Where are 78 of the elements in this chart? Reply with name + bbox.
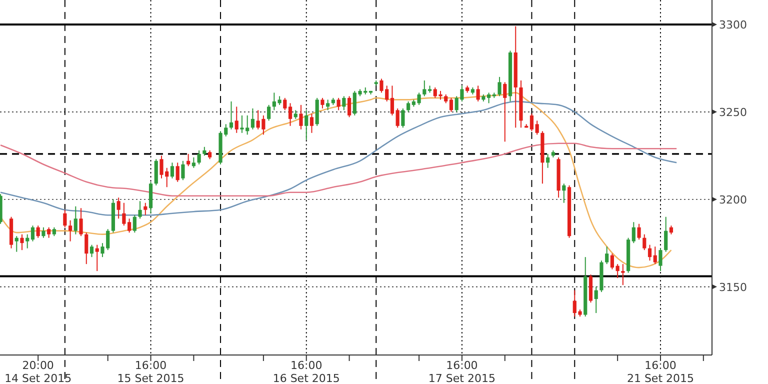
candlestick: [36, 225, 40, 238]
candlestick: [267, 104, 271, 122]
candlestick: [170, 162, 174, 179]
candlestick: [79, 208, 83, 237]
candlestick: [250, 108, 255, 130]
candlestick: [658, 248, 662, 272]
candlestick: [63, 209, 67, 228]
line-series: [0, 142, 678, 197]
y-tick-label: 3150: [719, 280, 747, 294]
line-series: [0, 100, 678, 216]
candlestick: [128, 218, 132, 234]
x-tick-label: 16:00 17 Set 2015: [428, 359, 496, 384]
candlestick: [154, 158, 158, 186]
candlestick: [186, 153, 190, 167]
candlestick: [47, 226, 51, 238]
candlestick: [320, 97, 324, 109]
candlestick: [610, 253, 614, 270]
candlestick: [621, 264, 625, 286]
candlestick: [14, 236, 18, 252]
candlestick: [84, 232, 88, 265]
candlestick: [20, 234, 24, 251]
candlestick: [326, 99, 330, 111]
candlestick: [503, 82, 507, 142]
candlestick: [122, 202, 126, 226]
y-tick-label: 3200: [719, 193, 747, 206]
candlestick: [299, 104, 303, 130]
candlestick: [476, 85, 480, 102]
candlestick: [546, 153, 550, 168]
candlestick: [336, 97, 340, 111]
candlestick: [632, 222, 636, 244]
candlestick: [637, 223, 641, 240]
candlestick: [234, 106, 238, 134]
candlestick: [498, 76, 502, 97]
candlestick: [664, 216, 668, 252]
candlestick: [132, 214, 136, 234]
candlestick: [401, 108, 405, 128]
candlestick: [422, 80, 426, 97]
candlestick: [68, 220, 72, 242]
candlestick: [181, 160, 185, 181]
candlestick: [530, 113, 534, 132]
candlestick: [288, 102, 292, 126]
candlestick: [74, 206, 78, 235]
candlestick: [396, 108, 400, 128]
candlestick: [535, 120, 539, 136]
y-tick-label: 3250: [719, 106, 747, 119]
candlestick: [310, 113, 314, 134]
candlestick: [605, 246, 609, 265]
candlestick: [229, 100, 234, 130]
candlestick: [616, 264, 620, 279]
candlestick: [144, 202, 148, 216]
candlestick: [90, 244, 94, 258]
candlestick: [304, 110, 308, 140]
candlestick: [197, 150, 201, 165]
y-tick-label: 3300: [719, 18, 747, 32]
candlestick: [138, 200, 142, 220]
x-tick-label: 20:00 14 Set 2015: [4, 359, 72, 384]
candlestick: [26, 234, 30, 249]
x-tick-label: 16:00 21 Set 2015: [626, 359, 694, 384]
candlestick: [594, 286, 598, 314]
candlestick: [347, 96, 352, 118]
candlestick: [449, 97, 454, 112]
candlestick: [653, 246, 657, 265]
candlestick: [30, 225, 35, 242]
x-tick-label: 16:00 16 Set 2015: [272, 359, 340, 384]
candlestick: [486, 92, 491, 104]
candlestick: [562, 183, 566, 204]
candlestick: [642, 234, 646, 251]
candlestick: [342, 96, 346, 111]
candlestick: [116, 197, 120, 220]
candlestick: [176, 162, 180, 182]
candlestick: [390, 85, 394, 116]
candlestick: [283, 97, 287, 111]
candlestick: [648, 244, 652, 262]
candlestick: [192, 156, 196, 168]
candlestick: [406, 100, 410, 112]
candlestick: [95, 244, 99, 272]
x-tick-label: 16:00 15 Set 2015: [117, 359, 184, 384]
candlestick: [42, 226, 46, 238]
